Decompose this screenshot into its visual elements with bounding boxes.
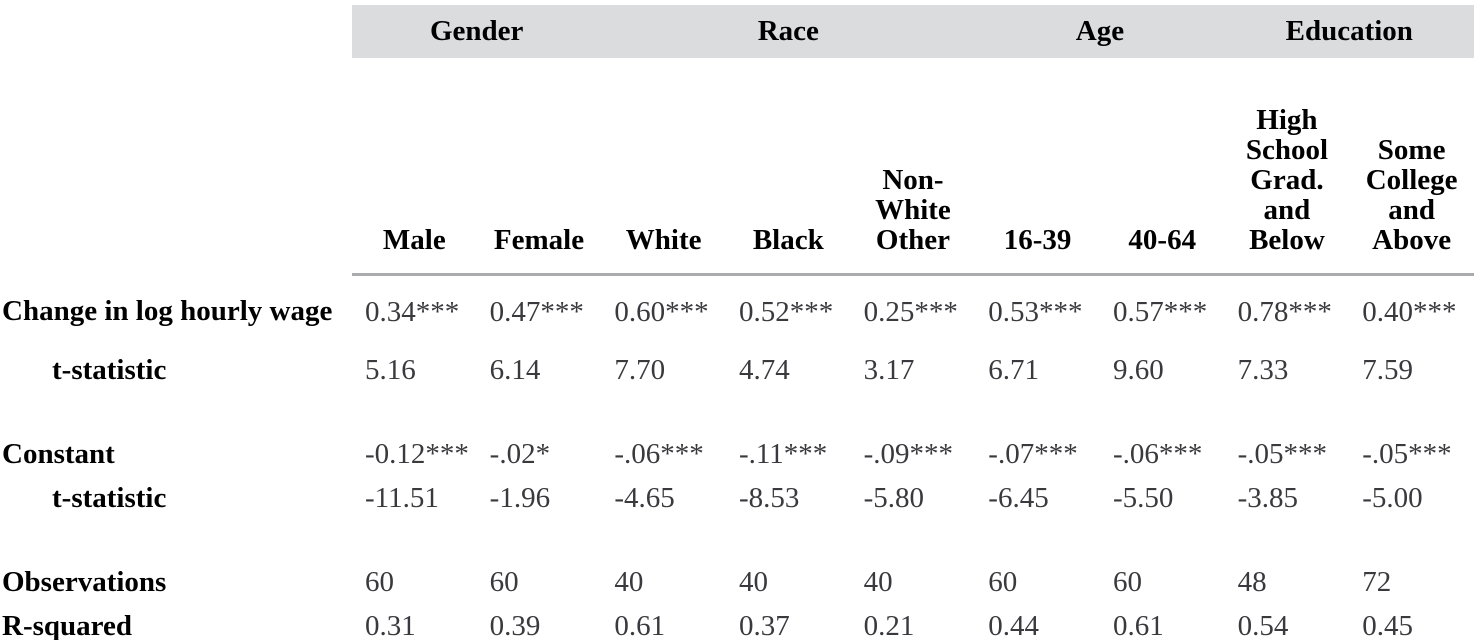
column-header-nonwhite-other: Non- White Other <box>850 58 976 276</box>
cell-value: -8.53 <box>738 481 800 514</box>
cell-value: -.06*** <box>1112 437 1203 470</box>
cell-value: -5.80 <box>863 481 925 514</box>
cell-value: 0.34*** <box>365 295 460 328</box>
column-header-age-40-64: 40-64 <box>1099 58 1225 276</box>
spacer-row <box>0 520 1474 560</box>
row-r-squared: R-squared 0.31 0.39 0.61 0.37 0.21 0.44 … <box>0 604 1474 640</box>
column-header-age-16-39: 16-39 <box>975 58 1100 276</box>
cell-value: -.05*** <box>1237 437 1328 470</box>
row-label-t-statistic: t-statistic <box>52 353 167 386</box>
cell-value: -4.65 <box>614 481 675 514</box>
cell-value: 6.14 <box>489 353 541 386</box>
cell-value: 72 <box>1362 565 1392 598</box>
cell-value: 0.54 <box>1237 609 1289 640</box>
cell-value: 0.40*** <box>1362 295 1457 328</box>
group-header-race: Race <box>601 5 976 58</box>
cell-value: 4.74 <box>738 353 790 386</box>
column-header-male: Male <box>352 58 477 276</box>
cell-value: 0.61 <box>1112 609 1164 640</box>
row-label-t-statistic: t-statistic <box>52 481 167 514</box>
cell-value: -.06*** <box>614 437 704 470</box>
cell-value: 7.70 <box>614 353 666 386</box>
group-header-row: Gender Race Age Education <box>0 5 1474 58</box>
cell-value: 40 <box>614 565 644 598</box>
cell-value: 60 <box>489 565 519 598</box>
cell-value: 7.59 <box>1362 353 1413 386</box>
cell-value: 60 <box>1112 565 1142 598</box>
row-change-log-hourly-wage: Change in log hourly wage 0.34*** 0.47**… <box>0 275 1474 349</box>
cell-value: 6.71 <box>988 353 1040 386</box>
cell-value: -.07*** <box>988 437 1078 470</box>
cell-value: 0.52*** <box>738 295 834 328</box>
cell-value: 9.60 <box>1112 353 1164 386</box>
cell-value: -.11*** <box>738 437 828 470</box>
cell-value: 60 <box>988 565 1018 598</box>
spacer-row <box>0 392 1474 432</box>
row-label-r-squared: R-squared <box>2 609 132 640</box>
cell-value: 0.57*** <box>1112 295 1208 328</box>
group-header-gender: Gender <box>352 5 602 58</box>
column-header-row: Male Female White Black Non- White Other… <box>0 58 1474 276</box>
cell-value: -11.51 <box>365 481 439 514</box>
cell-value: -0.12*** <box>365 437 469 470</box>
cell-value: 0.44 <box>988 609 1040 640</box>
cell-value: 48 <box>1237 565 1267 598</box>
column-header-hs-grad-below: High School Grad. and Below <box>1224 58 1350 276</box>
cell-value: 40 <box>738 565 768 598</box>
cell-value: 0.31 <box>365 609 416 640</box>
column-header-female: Female <box>476 58 602 276</box>
cell-value: 7.33 <box>1237 353 1289 386</box>
cell-value: 40 <box>863 565 893 598</box>
group-header-blank-cell <box>0 5 352 58</box>
cell-value: 5.16 <box>365 353 416 386</box>
cell-value: -6.45 <box>988 481 1049 514</box>
cell-value: 0.60*** <box>614 295 709 328</box>
cell-value: 0.25*** <box>863 295 958 328</box>
column-header-some-college-above: Some College and Above <box>1349 58 1474 276</box>
cell-value: 0.39 <box>489 609 541 640</box>
column-header-blank-cell <box>0 58 352 275</box>
cell-value: 0.37 <box>738 609 790 640</box>
cell-value: 0.78*** <box>1237 295 1332 328</box>
group-header-education: Education <box>1224 5 1474 58</box>
group-header-age: Age <box>975 5 1225 58</box>
cell-value: -.05*** <box>1362 437 1452 470</box>
cell-value: -.02* <box>489 437 551 470</box>
cell-value: -3.85 <box>1237 481 1299 514</box>
cell-value: 60 <box>365 565 394 598</box>
cell-value: 0.45 <box>1362 609 1413 640</box>
cell-value: 0.21 <box>863 609 915 640</box>
column-header-white: White <box>601 58 726 276</box>
cell-value: -5.00 <box>1362 481 1423 514</box>
cell-value: 3.17 <box>863 353 915 386</box>
cell-value: -1.96 <box>489 481 551 514</box>
cell-value: 0.61 <box>614 609 666 640</box>
row-constant: Constant -0.12*** -.02* -.06*** -.11*** … <box>0 432 1474 476</box>
row-label-constant: Constant <box>2 437 115 470</box>
row-label-observations: Observations <box>2 565 167 598</box>
column-header-black: Black <box>725 58 851 276</box>
row-observations: Observations 60 60 40 40 40 60 60 48 72 <box>0 560 1474 604</box>
cell-value: -.09*** <box>863 437 954 470</box>
cell-value: 0.47*** <box>489 295 584 328</box>
row-label-change-log-hourly-wage: Change in log hourly wage <box>2 294 333 327</box>
cell-value: 0.53*** <box>988 295 1083 328</box>
regression-results-table: Gender Race Age Education Male Female Wh… <box>0 5 1474 640</box>
cell-value: -5.50 <box>1112 481 1174 514</box>
row-constant-t-statistic: t-statistic -11.51 -1.96 -4.65 -8.53 -5.… <box>0 476 1474 520</box>
row-wage-t-statistic: t-statistic 5.16 6.14 7.70 4.74 3.17 6.7… <box>0 348 1474 392</box>
